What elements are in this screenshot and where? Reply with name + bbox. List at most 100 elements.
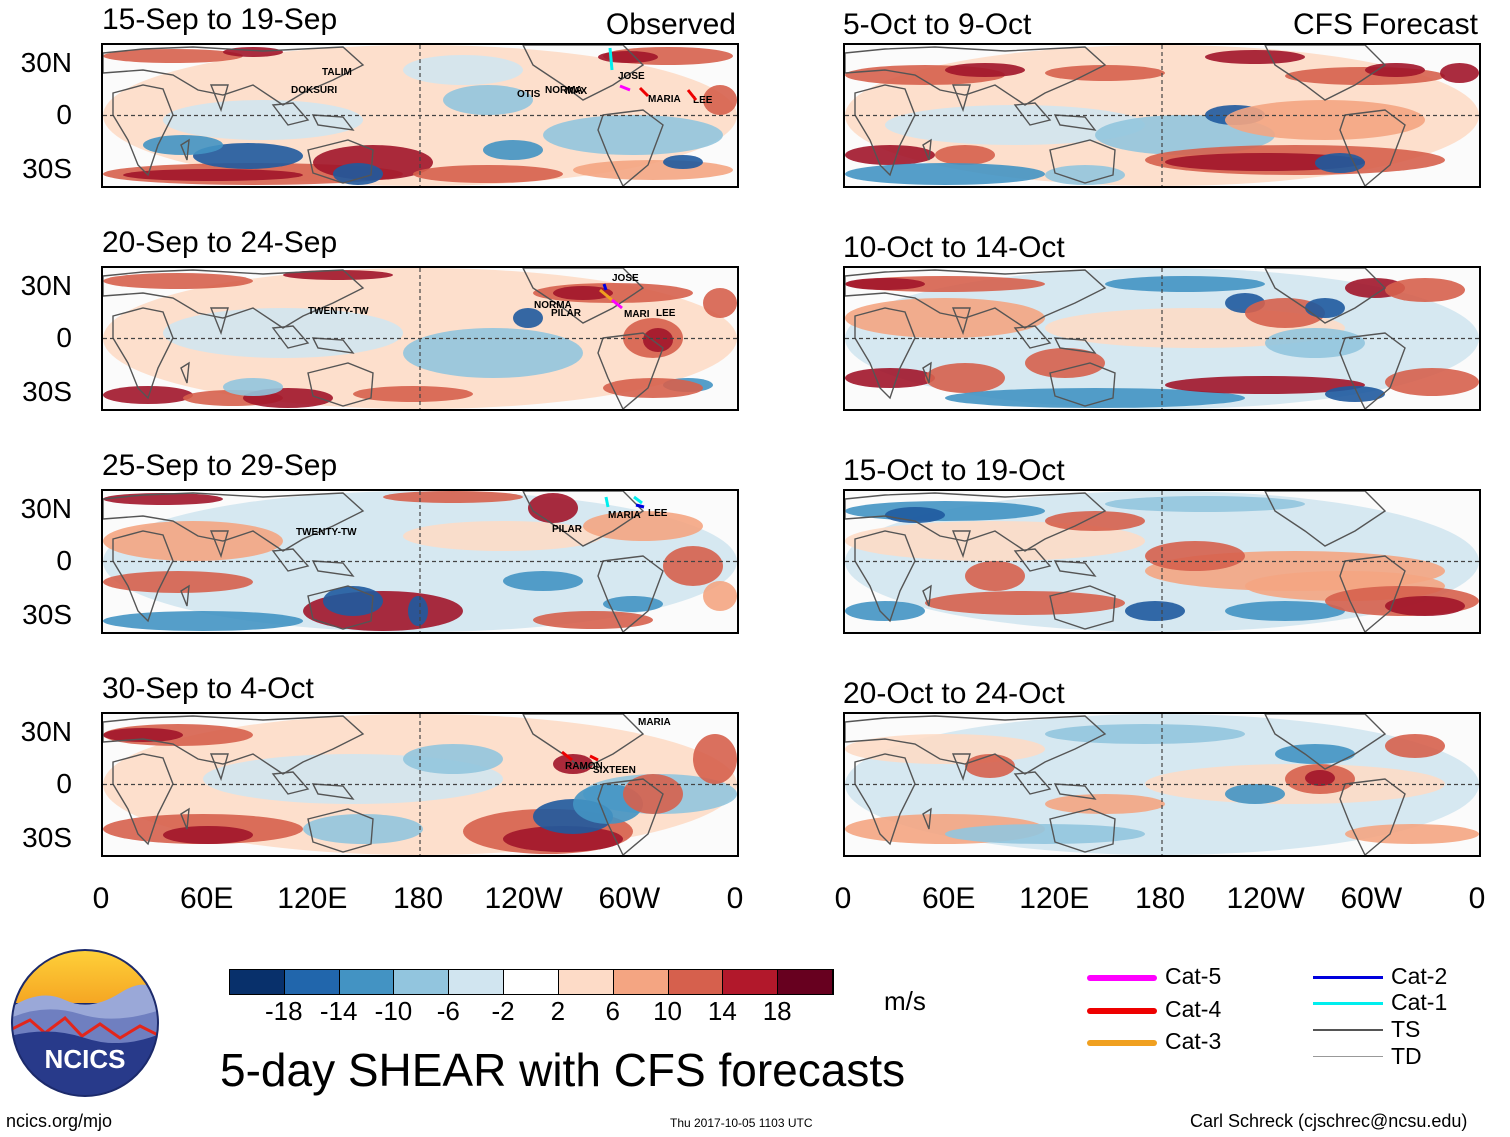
longitude-label: 0 <box>92 882 110 915</box>
shear-contour <box>1315 153 1365 173</box>
shear-contour <box>693 734 737 784</box>
longitude-label: 60E <box>179 882 234 915</box>
footer-timestamp: Thu 2017-10-05 1103 UTC <box>670 1116 813 1130</box>
shear-contour <box>403 521 603 551</box>
longitude-label: 180 <box>1134 882 1186 915</box>
latitude-label: 0 <box>56 99 72 130</box>
shear-field-map <box>103 268 737 409</box>
coastline <box>1049 808 1116 853</box>
colorbar-swatch <box>504 970 559 994</box>
shear-contour <box>1325 386 1385 402</box>
shear-contour <box>1025 348 1105 378</box>
map-fc4 <box>843 712 1481 857</box>
coastline <box>951 84 971 113</box>
storm-label: RAMON <box>565 761 603 772</box>
storm-label: TWENTY-TW <box>296 527 357 538</box>
shear-field-map <box>103 714 737 855</box>
shear-contour <box>845 501 1045 521</box>
colorbar-swatch <box>284 970 340 994</box>
shear-field-map <box>845 714 1479 855</box>
shear-contour <box>945 824 1145 844</box>
shear-contour <box>845 278 925 290</box>
shear-contour <box>163 100 363 140</box>
shear-contour <box>123 169 303 181</box>
shear-contour <box>583 511 703 541</box>
shear-contour <box>403 744 503 774</box>
storm-label: PILAR <box>551 308 581 319</box>
coastline <box>951 753 971 782</box>
shear-contour <box>845 368 935 388</box>
shear-contour <box>1145 541 1245 571</box>
colorbar-tick-label: 18 <box>762 996 792 1026</box>
shear-contour <box>663 546 723 586</box>
shear-contour <box>303 814 423 844</box>
shear-contour <box>383 491 523 503</box>
coastline <box>1013 771 1052 795</box>
latitude-label: 30S <box>22 822 72 853</box>
shear-contour <box>483 140 543 160</box>
coastline <box>1264 714 1387 770</box>
shear-contour <box>103 521 283 561</box>
coastline <box>307 585 374 630</box>
coastline <box>1264 45 1387 101</box>
coastline <box>1339 778 1406 855</box>
legend-label: Cat-5 <box>1165 963 1222 989</box>
shear-contour <box>1440 63 1479 83</box>
shear-contour <box>353 386 473 402</box>
colorbar-tick-label: -6 <box>436 996 460 1026</box>
colorbar-swatch <box>613 970 669 994</box>
coastline <box>522 268 645 324</box>
colorbar-swatch <box>558 970 614 994</box>
storm-label: LEE <box>656 308 676 319</box>
colorbar-tick-label: 14 <box>707 996 737 1026</box>
shear-contour <box>935 145 995 165</box>
shear-contour <box>1105 276 1265 292</box>
coastline <box>307 139 374 184</box>
shear-contour <box>1225 784 1285 804</box>
coastline <box>854 530 916 623</box>
shear-contour <box>643 328 673 352</box>
colorbar-swatch <box>230 970 285 994</box>
shear-contour <box>103 571 253 593</box>
shear-contour <box>528 493 578 523</box>
shear-contour <box>223 47 283 57</box>
coastline <box>112 307 174 400</box>
shear-contour <box>598 51 658 63</box>
shear-contour <box>193 143 303 169</box>
shear-contour <box>925 363 1005 393</box>
legend-label: TS <box>1391 1016 1421 1042</box>
legend-line-ts <box>1313 1029 1383 1031</box>
panel-title-obs2: 20-Sep to 24-Sep <box>102 226 338 259</box>
coastline <box>1339 332 1406 409</box>
coastline <box>180 584 190 607</box>
longitude-label: 120E <box>277 882 348 915</box>
shear-contour <box>503 826 623 852</box>
colorbar <box>229 969 834 995</box>
shear-contour <box>845 163 1045 185</box>
shear-contour <box>1245 298 1325 328</box>
shear-contour <box>603 378 703 398</box>
legend-line-cat-5 <box>1087 975 1157 981</box>
coastline <box>854 307 916 400</box>
latitude-label: 30S <box>22 153 72 184</box>
storm-label: MARI <box>624 309 650 320</box>
shear-contour <box>1385 368 1479 396</box>
colorbar-swatch <box>778 970 833 994</box>
shear-contour <box>103 386 193 404</box>
shear-contour <box>845 145 935 165</box>
coastline <box>1339 555 1406 632</box>
shear-contour <box>163 826 253 844</box>
ncics-logo-icon: NCICS <box>11 949 159 1097</box>
shear-contour <box>663 155 703 169</box>
coastline <box>209 84 229 113</box>
coastline <box>854 753 916 846</box>
longitude-label: 0 <box>726 882 744 915</box>
units-label: m/s <box>884 986 926 1016</box>
legend-line-cat-2 <box>1313 976 1383 979</box>
shear-contour <box>703 581 737 611</box>
panel-title-fc1: 5-Oct to 9-Oct <box>843 8 1032 41</box>
coastline <box>311 337 355 354</box>
colorbar-swatch <box>668 970 724 994</box>
shear-contour <box>103 49 243 63</box>
coastline <box>522 714 645 770</box>
